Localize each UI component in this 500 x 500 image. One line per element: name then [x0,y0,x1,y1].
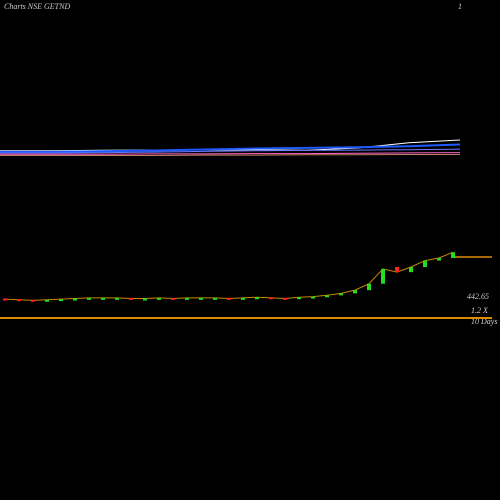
chart-title: Charts NSE GETND [4,2,70,11]
candle-body [45,299,49,302]
ma-line [0,152,461,155]
candle-body [451,252,455,258]
candle-body [171,297,175,300]
candle-body [17,299,21,302]
candle-body [395,267,399,273]
candle-body [339,293,343,296]
ma-line [0,148,461,154]
candle-body [185,297,189,300]
candle-body [115,297,119,300]
candle-body [101,297,105,300]
candle-body [227,297,231,300]
candle-body [87,297,91,300]
candle-body [423,260,427,267]
price-label: 442.65 [467,292,489,301]
candle-body [129,297,133,300]
candle-body [367,283,371,291]
candle-body [31,299,35,302]
candle-body [381,268,385,284]
candle-body [353,290,357,294]
candle-body [199,297,203,300]
ma-line [0,143,461,153]
candle-body [283,297,287,300]
candle-body [409,267,413,273]
candle-body [311,296,315,299]
candle-body [437,258,441,261]
candle-body [255,297,259,300]
candle-body [213,297,217,300]
candle-body [241,297,245,300]
candle-body [297,297,301,300]
candle-body [143,298,147,301]
candle-body [73,298,77,301]
ma-line [0,154,460,156]
candle-body [269,297,273,300]
candle-body [157,297,161,300]
volume-label: 1.2 X [471,306,489,315]
candle-body [325,295,329,298]
candle-body [59,299,63,302]
page-label: 1 [458,2,462,11]
candle-body [3,298,7,301]
period-label: 10 Days [471,317,497,326]
